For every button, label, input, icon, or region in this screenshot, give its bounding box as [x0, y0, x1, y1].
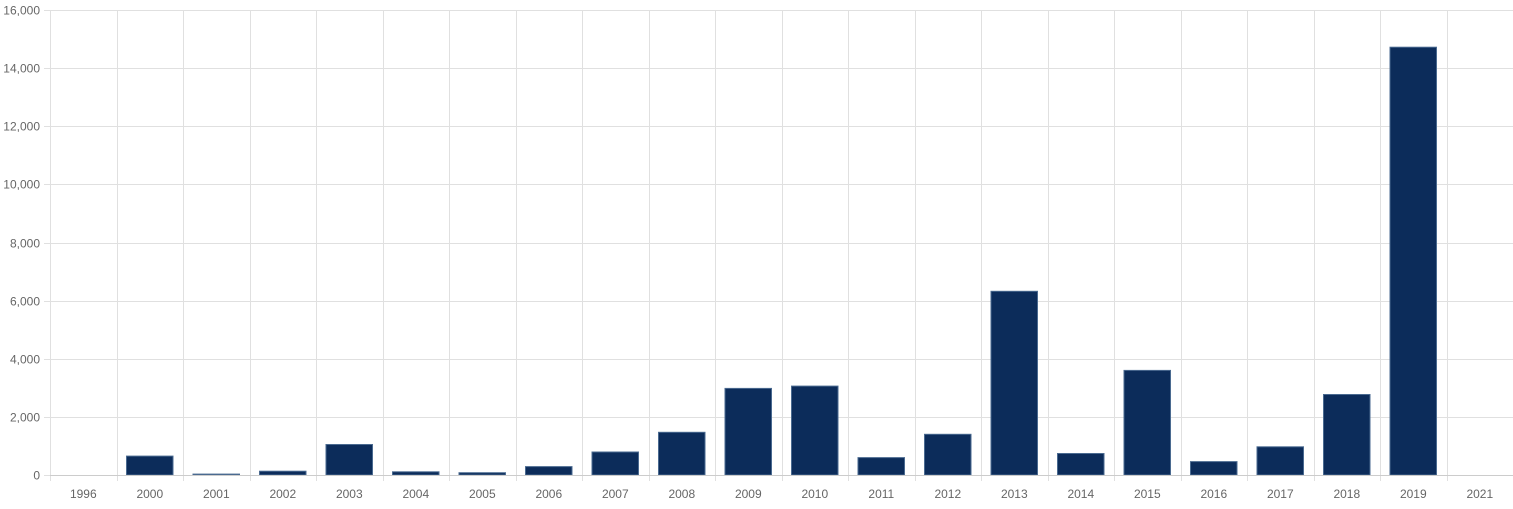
y-tick-label: 0 [33, 469, 40, 483]
bar-2014[interactable] [1057, 453, 1105, 476]
y-axis: 0 2,000 4,000 6,000 8,000 10,000 12,000 14,000 1… [3, 4, 40, 483]
bar-2010[interactable] [791, 385, 839, 476]
x-tick-label: 2000 [136, 487, 163, 501]
bar-2001[interactable] [192, 473, 240, 476]
x-tick-label: 2004 [402, 487, 429, 501]
x-tick-label: 2019 [1400, 487, 1427, 501]
y-tick-label: 4,000 [10, 353, 40, 367]
bar-2019[interactable] [1389, 46, 1437, 476]
bar-2008[interactable] [658, 431, 706, 476]
x-tick-label: 2015 [1134, 487, 1161, 501]
y-tick-label: 8,000 [10, 237, 40, 251]
bar-2018[interactable] [1323, 394, 1371, 476]
x-tick-label: 2012 [934, 487, 961, 501]
bar-2006[interactable] [525, 466, 573, 476]
bar-2013[interactable] [990, 290, 1038, 476]
x-tick-label: 2017 [1267, 487, 1294, 501]
bar-2016[interactable] [1190, 461, 1238, 476]
y-tick-label: 16,000 [3, 4, 40, 18]
x-tick-label: 2005 [469, 487, 496, 501]
bar-2005[interactable] [458, 472, 506, 476]
grid [44, 10, 1513, 481]
x-axis: 1996 2000 2001 2002 2003 2004 2005 2006 2007 2008… [50, 475, 1513, 501]
bar-2015[interactable] [1123, 369, 1171, 476]
y-tick-label: 12,000 [3, 120, 40, 134]
bar-2011[interactable] [857, 457, 905, 476]
x-tick-label: 1996 [70, 487, 97, 501]
bar-2009[interactable] [724, 387, 772, 476]
bars [126, 46, 1437, 476]
y-tick-label: 10,000 [3, 178, 40, 192]
bar-2007[interactable] [591, 451, 639, 476]
x-tick-label: 2002 [269, 487, 296, 501]
bar-2002[interactable] [259, 470, 307, 476]
x-tick-label: 2003 [336, 487, 363, 501]
x-tick-label: 2009 [735, 487, 762, 501]
x-tick-label: 2014 [1067, 487, 1094, 501]
bar-2003[interactable] [325, 444, 373, 476]
x-tick-label: 2010 [801, 487, 828, 501]
x-tick-label: 2006 [535, 487, 562, 501]
y-tick-label: 6,000 [10, 295, 40, 309]
x-tick-label: 2021 [1466, 487, 1493, 501]
x-tick-label: 2016 [1200, 487, 1227, 501]
bar-2004[interactable] [392, 471, 440, 476]
bar-2017[interactable] [1256, 446, 1304, 476]
y-tick-label: 2,000 [10, 411, 40, 425]
bar-2012[interactable] [924, 433, 972, 476]
x-tick-label: 2011 [868, 487, 894, 501]
x-tick-label: 2013 [1001, 487, 1028, 501]
x-tick-label: 2007 [602, 487, 629, 501]
x-tick-label: 2001 [203, 487, 230, 501]
bar-2000[interactable] [126, 455, 174, 476]
x-tick-label: 2008 [668, 487, 695, 501]
x-tick-label: 2018 [1333, 487, 1360, 501]
y-tick-label: 14,000 [3, 62, 40, 76]
